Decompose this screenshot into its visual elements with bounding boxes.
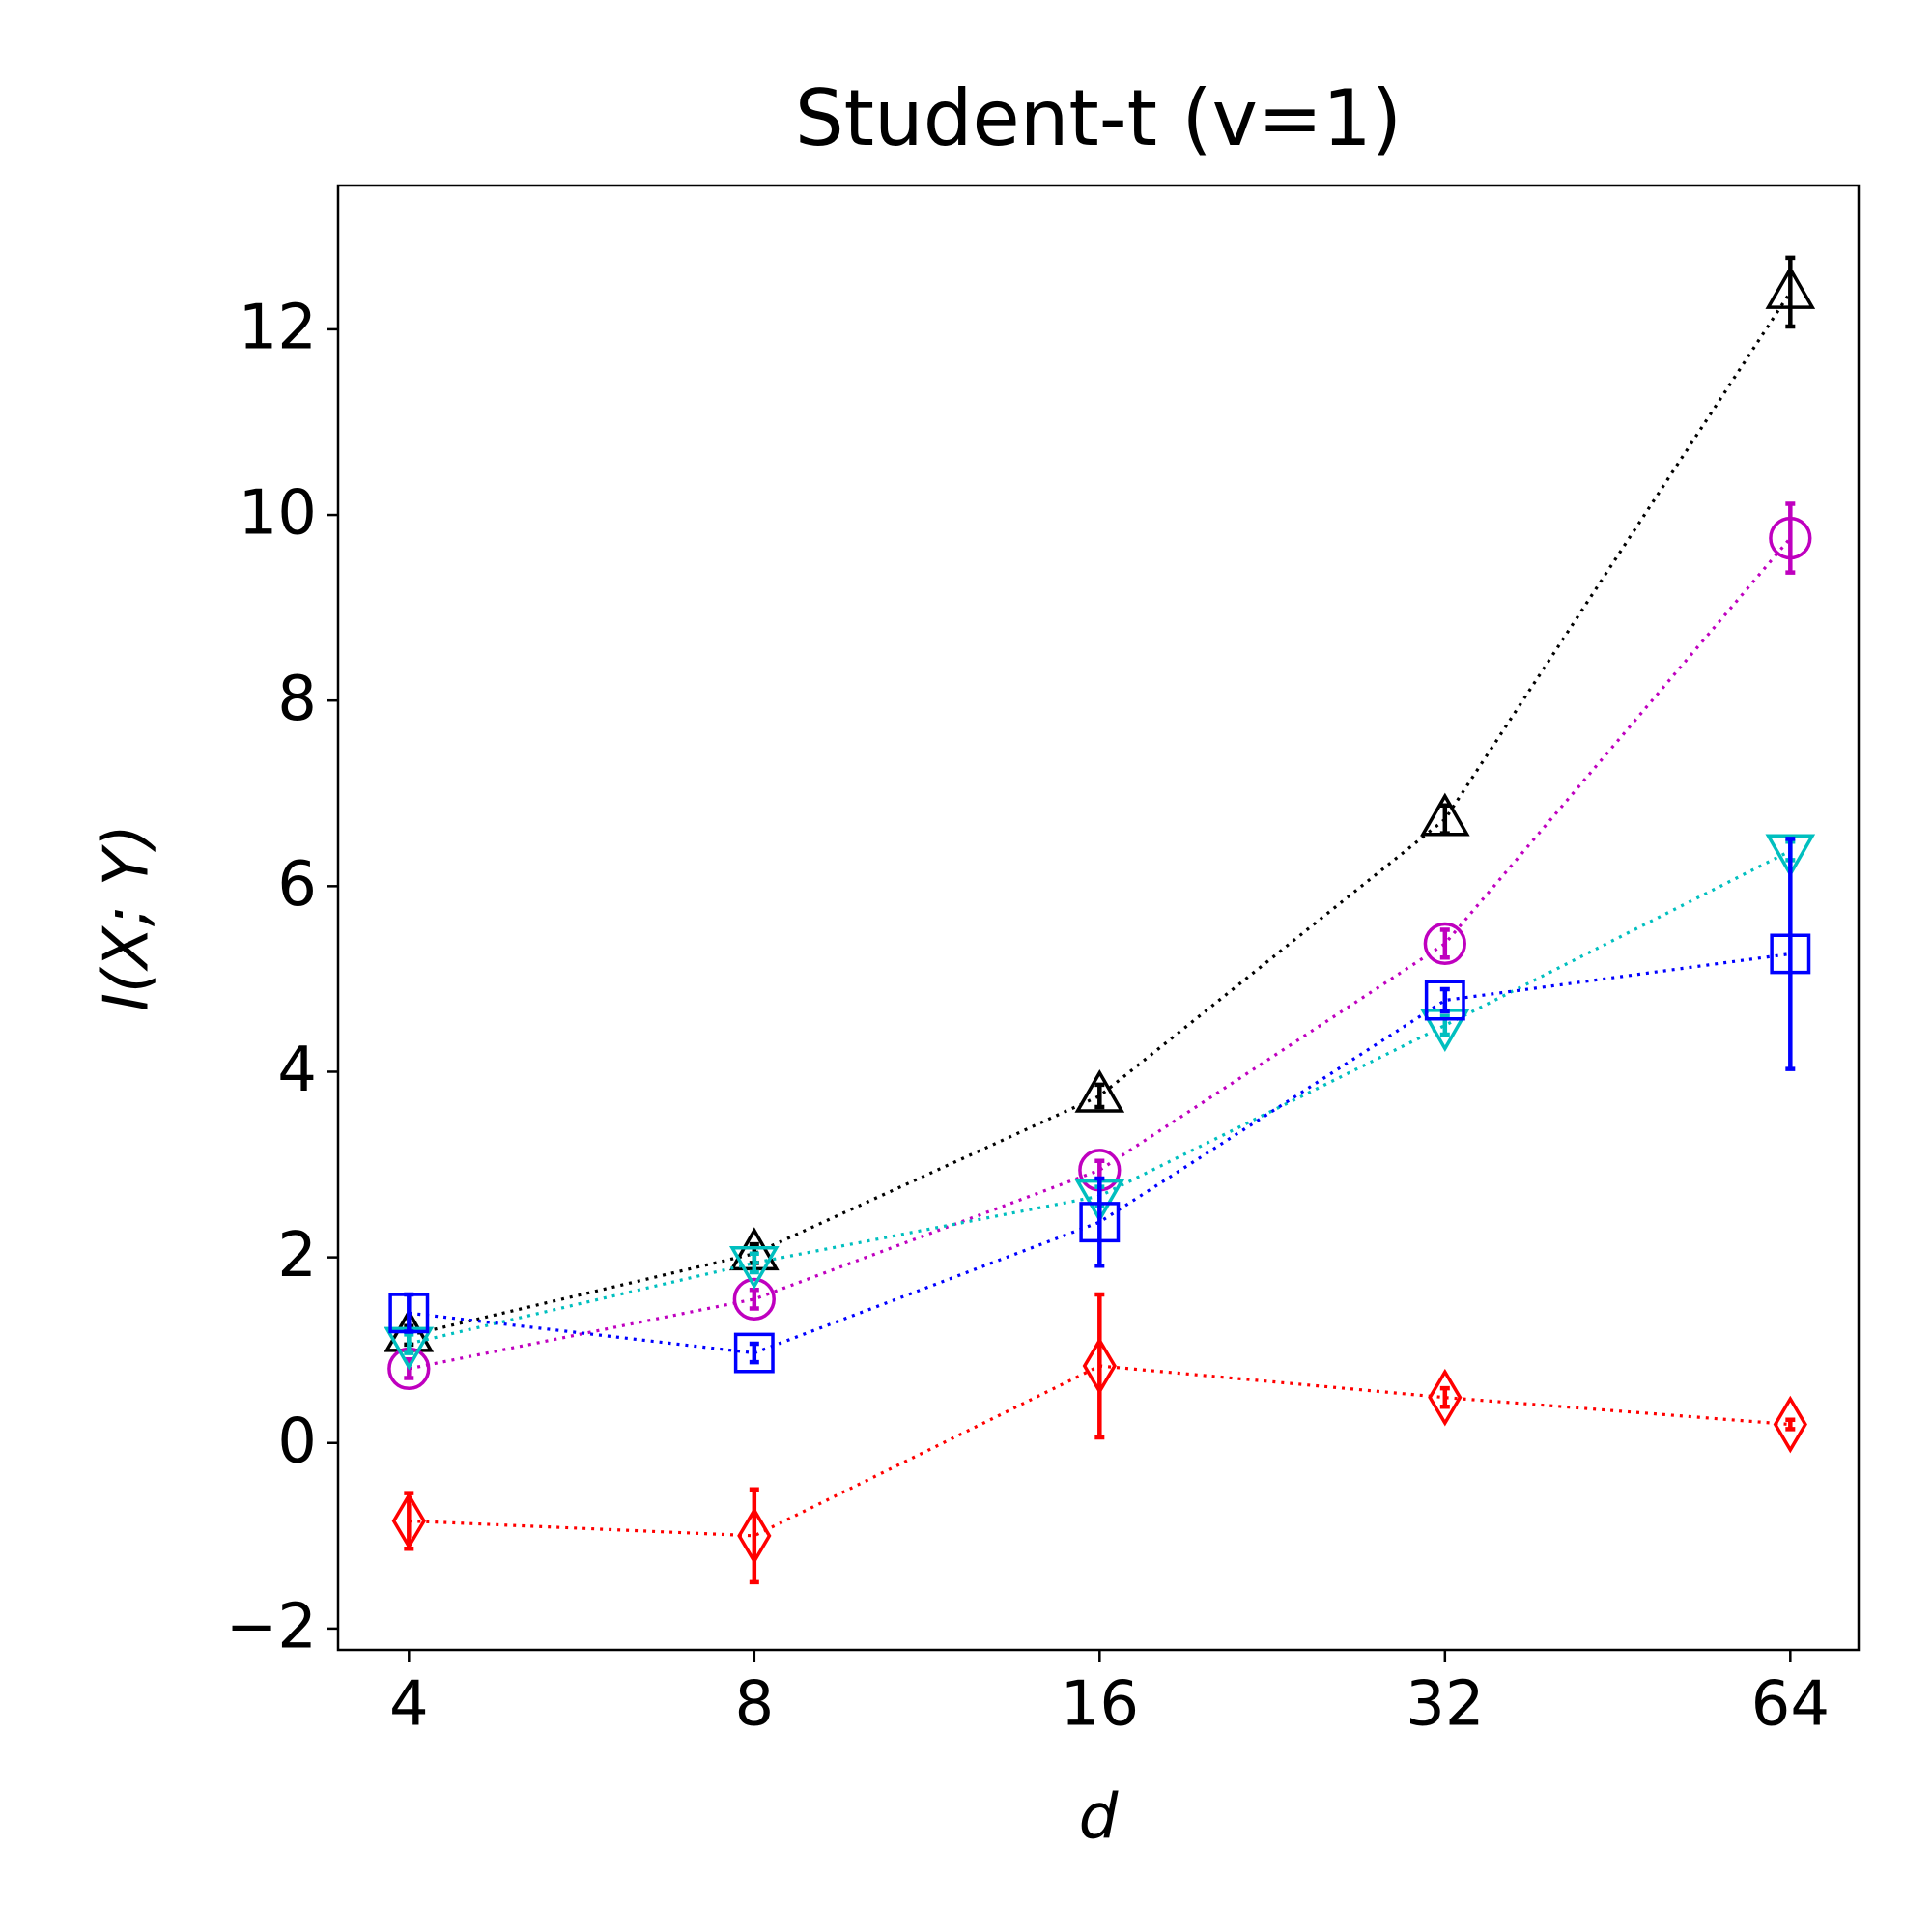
- marker: [1079, 1202, 1121, 1243]
- y-axis-label: I(X; Y): [92, 824, 163, 1011]
- error-bar: [749, 1251, 759, 1275]
- x-tick-label: 16: [1061, 1669, 1139, 1741]
- marker: [1770, 933, 1811, 975]
- y-tick-label: 8: [277, 664, 317, 735]
- marker: [1419, 792, 1470, 837]
- marker: [1082, 1337, 1117, 1395]
- error-bar: [1439, 1385, 1450, 1409]
- error-bar: [404, 1332, 414, 1355]
- marker: [1769, 516, 1812, 560]
- marker: [1424, 980, 1465, 1021]
- x-tick-label: 32: [1406, 1669, 1484, 1741]
- plot-frame: [336, 184, 1861, 1652]
- marker: [1078, 1149, 1122, 1192]
- marker: [1428, 1368, 1463, 1427]
- y-tick-label: 4: [277, 1035, 317, 1106]
- marker: [733, 1332, 775, 1374]
- marker: [737, 1506, 772, 1565]
- error-bar: [1439, 803, 1450, 836]
- marker: [1074, 1068, 1125, 1113]
- error-bar: [1785, 1417, 1796, 1432]
- y-tick-label: −2: [226, 1591, 317, 1662]
- y-tick-label: 10: [239, 478, 317, 550]
- error-bar: [749, 1341, 759, 1365]
- x-tick-label: 4: [389, 1669, 429, 1741]
- x-tick-label: 8: [734, 1669, 774, 1741]
- marker: [1765, 834, 1816, 878]
- series-line: [409, 952, 1791, 1355]
- error-bar: [1094, 1082, 1105, 1110]
- error-bar: [749, 1487, 759, 1585]
- error-bar: [1785, 837, 1796, 1071]
- series-line: [408, 537, 1792, 1371]
- y-tick-label: 2: [277, 1220, 317, 1292]
- marker: [728, 1246, 780, 1290]
- y-tick-label: 12: [239, 292, 317, 363]
- error-bar: [1094, 1292, 1105, 1440]
- error-bar: [1785, 501, 1796, 575]
- error-bar: [1439, 927, 1450, 960]
- x-axis-label: d: [1079, 1782, 1119, 1854]
- marker: [1423, 922, 1466, 966]
- y-tick-label: 6: [277, 849, 317, 921]
- marker: [388, 1293, 430, 1334]
- x-tick-label: 64: [1751, 1669, 1830, 1741]
- error-bar: [749, 1287, 759, 1311]
- y-tick-label: 0: [277, 1406, 317, 1477]
- series-line: [408, 291, 1792, 1337]
- error-bar: [1439, 986, 1450, 1014]
- marker: [1773, 1395, 1807, 1454]
- marker: [387, 1347, 431, 1391]
- chart-title: Student-t (v=1): [795, 73, 1402, 163]
- error-bar: [1094, 1176, 1105, 1268]
- marker: [732, 1277, 776, 1321]
- marker: [1765, 265, 1816, 309]
- marker: [391, 1492, 426, 1550]
